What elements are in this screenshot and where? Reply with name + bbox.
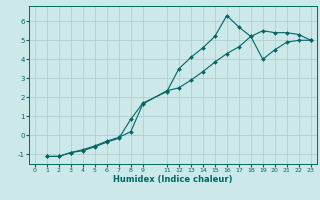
X-axis label: Humidex (Indice chaleur): Humidex (Indice chaleur) (113, 175, 233, 184)
